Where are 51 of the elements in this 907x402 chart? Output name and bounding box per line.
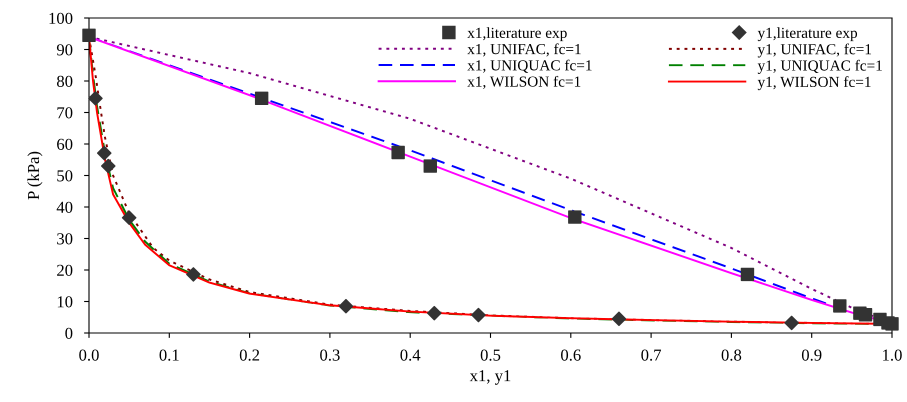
point — [391, 146, 405, 160]
point — [88, 91, 103, 106]
legend-label: x1, UNIQUAC fc=1 — [467, 60, 592, 73]
x-tick-label: 0.7 — [641, 349, 662, 361]
x-tick-label: 0.2 — [240, 349, 260, 361]
x-tick-label: 0.0 — [79, 349, 99, 361]
y-tick-label: 10 — [58, 296, 72, 308]
legend-label: y1, WILSON fc=1 — [758, 76, 871, 90]
x-tick-label: 0.5 — [480, 349, 500, 361]
point — [122, 210, 136, 225]
point — [254, 92, 268, 106]
y-tick-label: 60 — [57, 138, 72, 150]
point — [885, 317, 899, 331]
y-tick-label: 80 — [56, 76, 72, 87]
point — [833, 299, 847, 313]
point — [568, 210, 582, 224]
legend-label: x1, WILSON fc=1 — [467, 76, 580, 89]
x-tick-label: 0.6 — [561, 349, 581, 361]
point — [100, 158, 116, 174]
x-tick-label: 0.8 — [722, 349, 742, 361]
x-tick-label: 0.4 — [400, 349, 420, 361]
x-axis-title: x1, y1 — [470, 370, 510, 385]
point — [96, 146, 112, 160]
point — [471, 308, 486, 322]
legend-label: x1,literature exp — [467, 27, 567, 42]
x-tick-label: 0.9 — [802, 349, 822, 361]
point — [338, 298, 354, 314]
y-tick-label: 100 — [49, 12, 72, 24]
legend-label: y1, UNIFAC, fc=1 — [758, 43, 872, 58]
legend-label: y1,literature exp — [758, 27, 858, 42]
y-tick-label: 90 — [56, 44, 72, 56]
y-tick-label: 30 — [57, 233, 72, 244]
point — [612, 312, 626, 326]
legend-label: x1, UNIFAC, fc=1 — [467, 43, 581, 56]
y-tick-label: 40 — [56, 202, 72, 213]
point — [186, 267, 201, 282]
x-tick-label: 0.3 — [320, 349, 340, 361]
y-tick-label: 70 — [57, 107, 72, 118]
y-tick-label: 20 — [57, 264, 72, 276]
point — [427, 306, 442, 320]
point — [740, 268, 754, 282]
y-axis-title: P (kPa) — [27, 152, 42, 200]
point — [82, 28, 96, 42]
point — [424, 159, 437, 173]
x-tick-label: 0.1 — [160, 349, 179, 361]
legend-label: y1, UNIQUAC fc=1 — [758, 60, 882, 74]
x-tick-label: 1.0 — [883, 349, 902, 361]
point — [858, 308, 872, 322]
y-tick-label: 0 — [65, 328, 72, 339]
point — [784, 316, 799, 330]
y-tick-label: 50 — [57, 170, 72, 182]
